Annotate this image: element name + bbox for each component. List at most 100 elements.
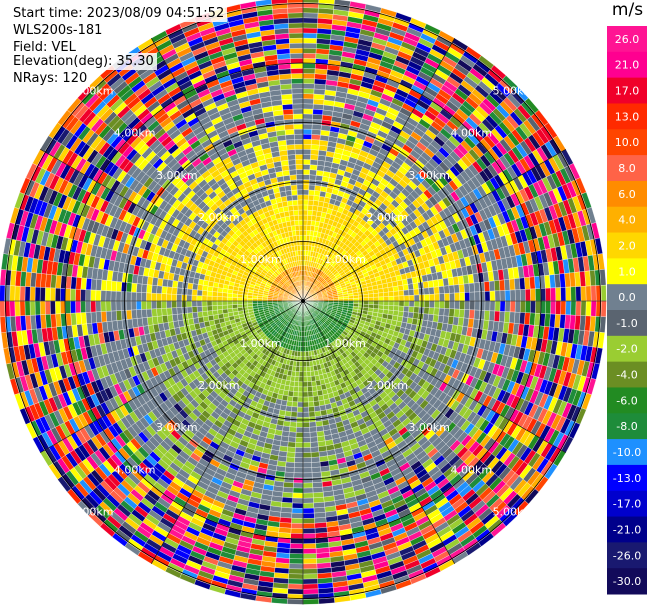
velocity-gate: [504, 279, 511, 291]
velocity-gate: [458, 309, 465, 319]
velocity-gate: [302, 194, 309, 201]
velocity-gate: [292, 497, 304, 504]
velocity-gate: [293, 472, 304, 479]
velocity-gate: [353, 300, 359, 305]
velocity-gate: [302, 17, 318, 24]
velocity-gate: [293, 482, 304, 489]
velocity-gate: [550, 300, 557, 315]
velocity-gate: [314, 410, 322, 417]
velocity-gate: [309, 169, 317, 176]
velocity-gate: [408, 289, 415, 296]
velocity-gate: [424, 300, 430, 308]
velocity-gate: [302, 139, 312, 145]
velocity-gate: [530, 288, 536, 302]
velocity-gate: [520, 300, 526, 313]
velocity-gate: [312, 481, 323, 489]
velocity-gate: [383, 291, 390, 297]
velocity-gate: [453, 308, 460, 318]
velocity-gate: [382, 287, 389, 293]
velocity-gate: [590, 300, 597, 317]
velocity-gate: [397, 310, 404, 317]
velocity-gate: [288, 568, 304, 575]
velocity-gate: [358, 300, 364, 305]
velocity-gate: [302, 422, 310, 428]
velocity-gate: [302, 497, 314, 504]
velocity-gate: [378, 296, 385, 302]
velocity-gate: [302, 128, 313, 135]
velocity-gate: [565, 286, 572, 302]
velocity-gate: [293, 467, 304, 474]
velocity-gate: [302, 598, 320, 605]
velocity-gate: [413, 300, 420, 308]
velocity-gate: [443, 308, 450, 317]
velocity-gate: [315, 420, 323, 427]
velocity-gate: [459, 292, 465, 302]
velocity-gate: [308, 411, 316, 418]
velocity-gate: [302, 548, 317, 555]
velocity-gate: [422, 313, 429, 321]
velocity-gate: [393, 295, 400, 302]
velocity-gate: [474, 291, 481, 302]
velocity-gate: [302, 123, 313, 130]
velocity-gate: [504, 311, 511, 323]
velocity-gate: [311, 124, 322, 131]
velocity-gate: [285, 456, 295, 463]
velocity-gate: [378, 292, 384, 298]
velocity-gate: [302, 245, 307, 251]
velocity-gate: [428, 287, 435, 295]
velocity-gate: [499, 300, 506, 312]
velocity-gate: [302, 88, 315, 95]
velocity-gate: [312, 205, 319, 212]
velocity-gate: [309, 426, 317, 433]
velocity-gate: [494, 300, 501, 312]
velocity-gate: [302, 568, 318, 575]
velocity-gate: [302, 47, 317, 54]
velocity-gate: [310, 154, 319, 161]
velocity-gate: [305, 346, 309, 352]
velocity-gate: [428, 307, 435, 315]
velocity-gate: [308, 194, 315, 201]
velocity-gate: [302, 467, 313, 474]
velocity-gate: [302, 149, 312, 155]
velocity-gate: [302, 118, 313, 125]
velocity-gate: [284, 410, 292, 417]
velocity-gate: [291, 507, 304, 514]
velocity-gate: [312, 486, 324, 494]
velocity-gate: [294, 447, 304, 453]
velocity-gate: [459, 300, 465, 310]
velocity-gate: [499, 279, 506, 291]
velocity-gate: [575, 286, 582, 302]
velocity-gate: [312, 390, 319, 397]
velocity-gate: [302, 22, 318, 29]
velocity-gate: [290, 523, 304, 529]
velocity-gate: [286, 400, 293, 407]
velocity-gate: [302, 204, 309, 211]
velocity-gate: [302, 189, 309, 196]
velocity-gate: [302, 154, 311, 160]
velocity-gate: [310, 446, 320, 453]
velocity-gate: [302, 512, 315, 519]
velocity-gate: [289, 426, 297, 433]
velocity-gate: [449, 300, 455, 310]
velocity-gate: [306, 220, 312, 226]
velocity-gate: [302, 518, 315, 524]
velocity-gate: [434, 293, 440, 302]
velocity-gate: [555, 287, 562, 302]
velocity-gate: [306, 225, 312, 231]
velocity-gate: [302, 356, 307, 362]
velocity-gate: [293, 386, 299, 393]
velocity-gate: [368, 293, 374, 298]
velocity-gate: [286, 598, 304, 605]
velocity-gate: [283, 420, 291, 427]
velocity-gate: [289, 421, 297, 428]
velocity-gate: [378, 304, 384, 310]
velocity-gate: [302, 386, 308, 393]
velocity-gate: [494, 290, 501, 302]
velocity-gate: [288, 578, 304, 585]
velocity-gate: [310, 370, 316, 377]
velocity-gate: [295, 437, 304, 443]
velocity-gate: [294, 457, 304, 463]
velocity-gate: [443, 285, 450, 294]
velocity-gate: [484, 300, 491, 311]
